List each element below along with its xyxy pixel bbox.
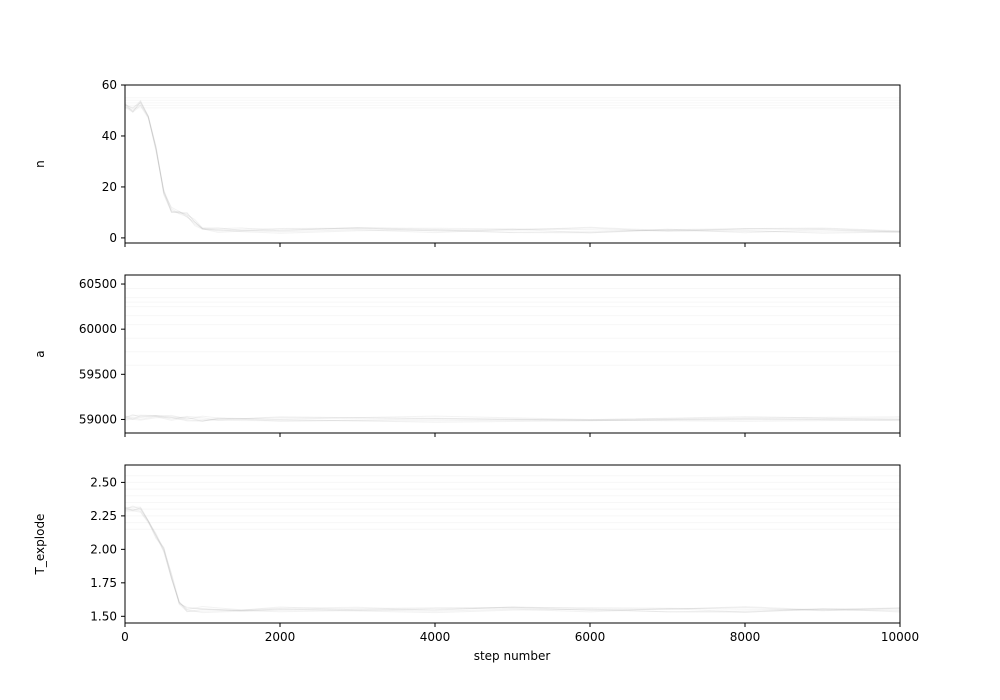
y-tick-label: 2.50: [90, 475, 117, 489]
walker-trace-line: [124, 415, 901, 421]
walker-trace-line: [124, 414, 901, 421]
y-tick-label: 60: [102, 78, 117, 92]
y-tick-label: 20: [102, 180, 117, 194]
y-tick-label: 59500: [79, 367, 117, 381]
y-axis-label: n: [33, 160, 47, 168]
y-axis-label: a: [33, 350, 47, 357]
y-tick-label: 2.25: [90, 509, 117, 523]
x-tick-label: 2000: [265, 630, 296, 644]
y-axis-label: T_explode: [33, 514, 47, 576]
x-axis-label: step number: [474, 649, 551, 663]
walker-trace-line: [124, 508, 901, 613]
y-tick-label: 1.75: [90, 576, 117, 590]
walker-trace-line: [124, 104, 901, 234]
axes-frame: [124, 274, 901, 434]
walker-trace-line: [124, 102, 901, 232]
y-tick-label: 40: [102, 129, 117, 143]
walker-trace-line: [124, 508, 901, 613]
y-tick-label: 2.00: [90, 542, 117, 556]
walker-trace-line: [124, 416, 901, 422]
x-tick-label: 0: [121, 630, 129, 644]
panel-n: 0 20 40 60 n: [33, 78, 901, 247]
walker-trace-line: [124, 506, 901, 612]
y-tick-label: 0: [109, 231, 117, 245]
y-tick-label: 60000: [79, 322, 117, 336]
panel-a: 59000 59500 60000 60500 a: [33, 274, 901, 437]
panel-t-explode: 1.50 1.75 2.00 2.25 2.50 0 2000 4000 6000 8000 100…: [33, 464, 919, 644]
x-tick-label: 4000: [420, 630, 451, 644]
walker-trace-line: [124, 415, 901, 422]
walker-trace-line: [124, 416, 901, 423]
x-tick-label: 10000: [881, 630, 919, 644]
x-tick-label: 8000: [730, 630, 761, 644]
walker-trace-line: [124, 101, 901, 233]
y-tick-label: 60500: [79, 277, 117, 291]
walker-trace-line: [124, 505, 901, 611]
y-tick-label: 1.50: [90, 609, 117, 623]
walker-trace-line: [124, 99, 901, 233]
walker-trace-line: [124, 506, 901, 612]
y-tick-label: 59000: [79, 412, 117, 426]
x-tick-label: 6000: [575, 630, 606, 644]
walker-trace-line: [124, 100, 901, 232]
axes-frame: [124, 464, 901, 624]
walker-trace-line: [124, 414, 901, 422]
walker-trace-line: [124, 104, 901, 234]
walker-trace-line: [124, 508, 901, 614]
axes-frame: [124, 84, 901, 244]
